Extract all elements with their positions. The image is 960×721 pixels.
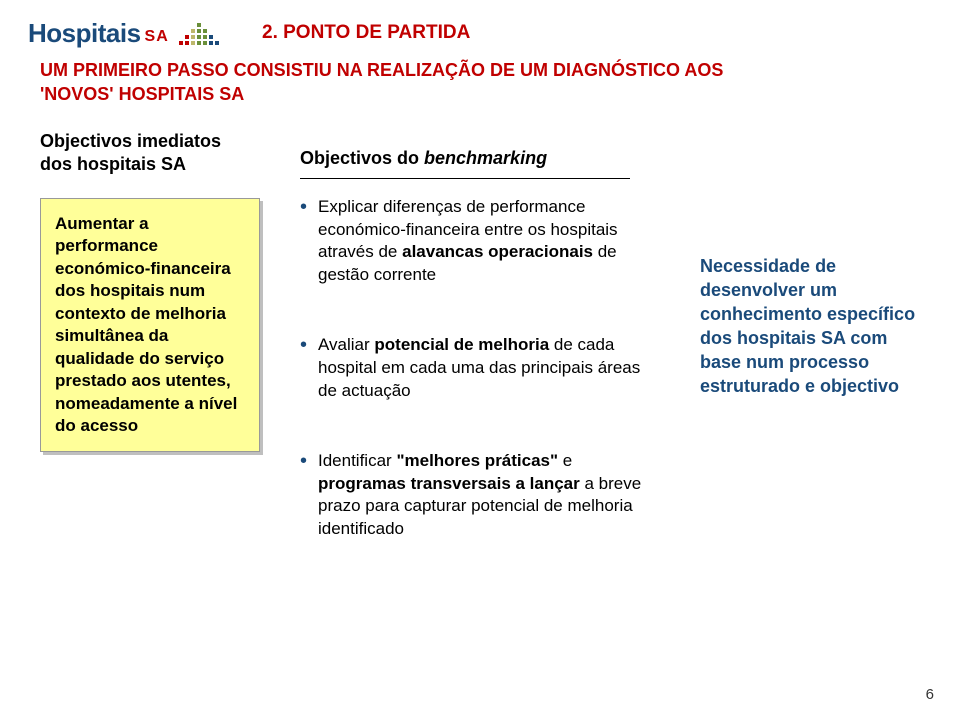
- b3-bold2: programas transversais a lançar: [318, 474, 580, 493]
- logo-name: Hospitais: [28, 18, 141, 49]
- b2-bold: potencial de melhoria: [374, 335, 549, 354]
- b2-pre: Avaliar: [318, 335, 374, 354]
- subtitle-line1: UM PRIMEIRO PASSO CONSISTIU NA REALIZAÇÃ…: [40, 60, 723, 80]
- page-number: 6: [926, 686, 934, 703]
- bullet-1: Explicar diferenças de performance econó…: [300, 196, 660, 286]
- middle-column-header: Objectivos do benchmarking: [300, 148, 547, 169]
- b1-bold1: alavancas operacionais: [402, 242, 593, 261]
- yellow-callout-box: Aumentar a performance económico-finance…: [40, 198, 260, 452]
- mid-header-obj: Objectivos do: [300, 148, 424, 168]
- left-header-l1: Objectivos imediatos: [40, 131, 221, 151]
- b3-bold1: "melhores práticas": [396, 451, 558, 470]
- left-column-header: Objectivos imediatos dos hospitais SA: [40, 130, 221, 177]
- logo-suffix: SA: [145, 28, 169, 46]
- benchmark-bullets: Explicar diferenças de performance econó…: [300, 196, 660, 589]
- section-title: 2. PONTO DE PARTIDA: [262, 22, 470, 44]
- mid-header-bench: benchmarking: [424, 148, 547, 168]
- brand-logo: Hospitais SA: [28, 18, 233, 49]
- subtitle-line2: 'NOVOS' HOSPITAIS SA: [40, 84, 244, 104]
- left-header-l2: dos hospitais SA: [40, 154, 186, 174]
- bullet-3: Identificar "melhores práticas" e progra…: [300, 450, 660, 540]
- right-summary-block: Necessidade de desenvolver um conhecimen…: [700, 255, 930, 399]
- b3-pre: Identificar: [318, 451, 396, 470]
- slide-subtitle: UM PRIMEIRO PASSO CONSISTIU NA REALIZAÇÃ…: [40, 58, 900, 107]
- logo-dots-icon: [179, 19, 233, 49]
- bullet-2: Avaliar potencial de melhoria de cada ho…: [300, 334, 660, 402]
- middle-header-rule: [300, 178, 630, 179]
- b3-mid: e: [558, 451, 572, 470]
